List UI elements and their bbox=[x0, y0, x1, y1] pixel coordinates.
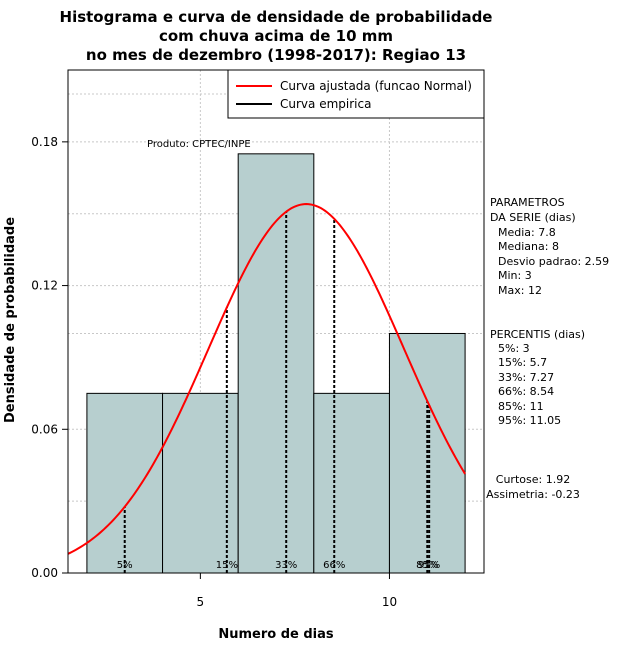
pct-line-6: 85%: 11 bbox=[498, 400, 544, 413]
param-line-4: Mediana: 8 bbox=[498, 240, 559, 253]
percentile-label: 5% bbox=[117, 560, 133, 571]
y-tick-label: 0.00 bbox=[31, 566, 58, 580]
title-line-2: com chuva acima de 10 mm bbox=[159, 27, 393, 45]
param-line-6: Min: 3 bbox=[498, 269, 532, 282]
param-line-1: PARAMETROS bbox=[490, 196, 565, 209]
y-tick-label: 0.06 bbox=[31, 422, 58, 436]
x-tick-label: 5 bbox=[197, 595, 205, 609]
param-line-3: Media: 7.8 bbox=[498, 226, 556, 239]
percentile-lines bbox=[123, 211, 431, 573]
percentile-label: 33% bbox=[275, 560, 297, 571]
histogram-bar bbox=[237, 153, 315, 574]
curtose-text: Curtose: 1.92 bbox=[496, 473, 570, 486]
chart-title: Histograma e curva de densidade de proba… bbox=[60, 8, 493, 64]
title-line-3: no mes de dezembro (1998-2017): Regiao 1… bbox=[86, 46, 466, 64]
pct-line-1: PERCENTIS (dias) bbox=[490, 328, 585, 341]
legend-box bbox=[227, 69, 485, 119]
legend-item-empirical: Curva empirica bbox=[280, 97, 371, 111]
pct-line-2: 5%: 3 bbox=[498, 342, 530, 355]
param-line-7: Max: 12 bbox=[498, 284, 542, 297]
stats-panel: PARAMETROS DA SERIE (dias) Media: 7.8 Me… bbox=[486, 196, 609, 501]
y-axis-title: Densidade de probabilidade bbox=[3, 217, 18, 423]
percentile-label: 85% bbox=[416, 560, 438, 571]
percentile-label: 95% bbox=[418, 560, 440, 571]
percentile-labels: 5% 15% 33% 66% 85%95% bbox=[117, 560, 440, 571]
param-line-5: Desvio padrao: 2.59 bbox=[498, 255, 609, 268]
y-tick-label: 0.18 bbox=[31, 135, 58, 149]
pct-line-4: 33%: 7.27 bbox=[498, 371, 554, 384]
pct-line-5: 66%: 8.54 bbox=[498, 385, 554, 398]
pct-line-7: 95%: 11.05 bbox=[498, 414, 561, 427]
y-axis: 0.00 0.06 0.12 0.18 bbox=[31, 135, 68, 580]
percentile-label: 15% bbox=[216, 560, 238, 571]
pct-line-3: 15%: 5.7 bbox=[498, 356, 547, 369]
x-tick-label: 10 bbox=[382, 595, 397, 609]
legend-item-fit: Curva ajustada (funcao Normal) bbox=[280, 79, 472, 93]
legend: Curva ajustada (funcao Normal) Curva emp… bbox=[227, 69, 485, 119]
x-axis-title: Numero de dias bbox=[218, 627, 334, 642]
source-label: Produto: CPTEC/INPE bbox=[147, 139, 251, 150]
histogram-bars bbox=[86, 153, 466, 574]
y-tick-label: 0.12 bbox=[31, 279, 58, 293]
title-line-1: Histograma e curva de densidade de proba… bbox=[60, 8, 493, 26]
normal-fit-curve bbox=[67, 203, 466, 555]
assimetria-text: Assimetria: -0.23 bbox=[486, 488, 580, 501]
param-line-2: DA SERIE (dias) bbox=[490, 211, 576, 224]
percentile-label: 66% bbox=[323, 560, 345, 571]
histogram-bar bbox=[86, 392, 164, 574]
x-axis: 5 10 bbox=[197, 573, 397, 609]
histogram-bar bbox=[313, 392, 390, 574]
